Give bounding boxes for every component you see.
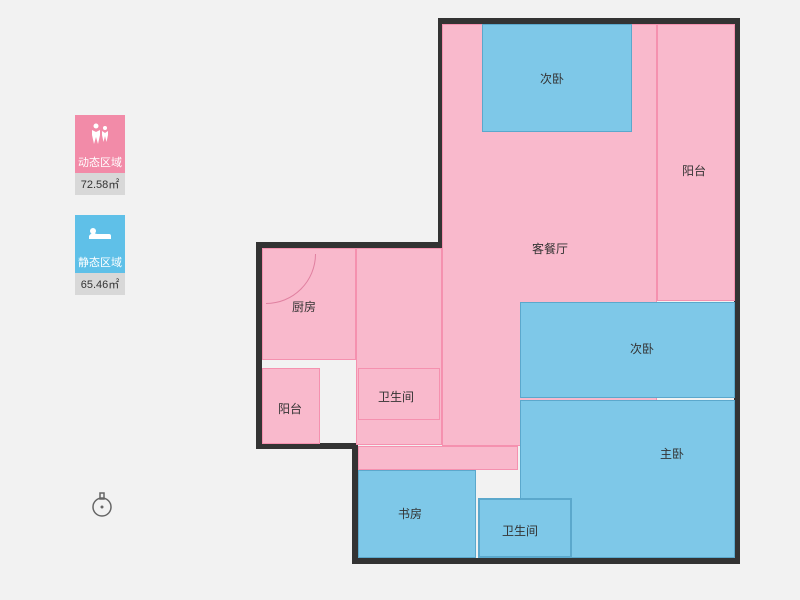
floorplan: 次卧 阳台 客餐厅 厨房 阳台 卫生间 次卧 主卧 书房 卫生间 bbox=[230, 10, 760, 585]
corner bbox=[256, 439, 266, 449]
compass-icon bbox=[88, 490, 116, 518]
legend-static-value: 65.46㎡ bbox=[75, 273, 125, 295]
label-bedroom-mid: 次卧 bbox=[630, 340, 654, 357]
label-bathroom1: 卫生间 bbox=[378, 388, 414, 405]
corner bbox=[352, 554, 362, 564]
label-balcony-left: 阳台 bbox=[278, 400, 302, 417]
label-kitchen: 厨房 bbox=[292, 298, 316, 315]
legend-static: 静态区域 65.46㎡ bbox=[75, 215, 125, 295]
corner bbox=[730, 18, 740, 28]
legend-dynamic-label: 动态区域 bbox=[75, 151, 125, 173]
label-bedroom-top: 次卧 bbox=[540, 70, 564, 87]
wall bbox=[352, 558, 740, 564]
label-study: 书房 bbox=[398, 505, 422, 522]
legend-dynamic-value: 72.58㎡ bbox=[75, 173, 125, 195]
room-hall bbox=[358, 446, 518, 470]
corner bbox=[256, 242, 266, 252]
corner bbox=[438, 18, 448, 28]
sleep-icon bbox=[75, 215, 125, 251]
legend: 动态区域 72.58㎡ 静态区域 65.46㎡ bbox=[75, 115, 125, 315]
label-living: 客餐厅 bbox=[532, 240, 568, 257]
label-balcony-right: 阳台 bbox=[682, 162, 706, 179]
corner bbox=[730, 554, 740, 564]
legend-static-label: 静态区域 bbox=[75, 251, 125, 273]
label-bathroom2: 卫生间 bbox=[502, 522, 538, 539]
people-icon bbox=[75, 115, 125, 151]
label-master: 主卧 bbox=[660, 445, 684, 462]
room-bedroom-mid bbox=[520, 302, 735, 398]
legend-dynamic: 动态区域 72.58㎡ bbox=[75, 115, 125, 195]
